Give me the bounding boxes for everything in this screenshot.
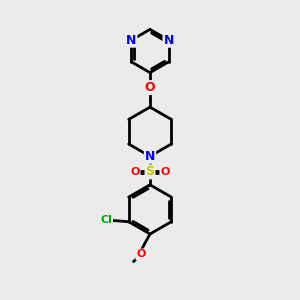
Text: N: N xyxy=(126,34,136,47)
Text: Cl: Cl xyxy=(100,215,112,225)
Text: O: O xyxy=(160,167,170,177)
Text: N: N xyxy=(164,34,174,47)
Text: O: O xyxy=(145,81,155,94)
Text: O: O xyxy=(136,249,146,260)
Text: S: S xyxy=(146,165,154,178)
Text: N: N xyxy=(145,150,155,163)
Text: O: O xyxy=(130,167,140,177)
